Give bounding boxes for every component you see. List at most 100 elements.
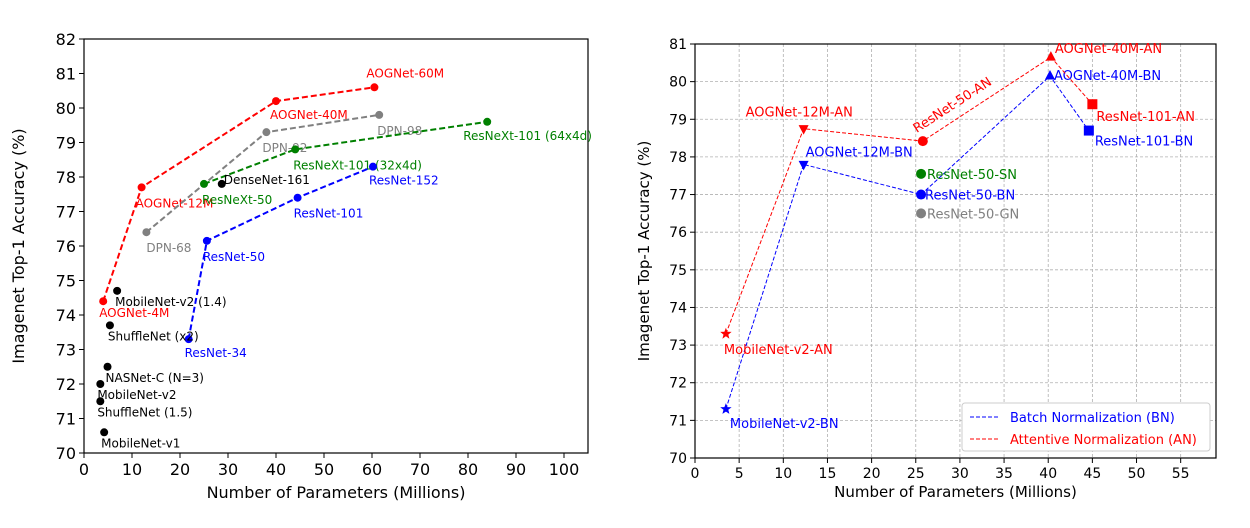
y-tick-label: 75 bbox=[56, 272, 76, 291]
y-axis: 70 71 72 73 74 75 76 77 78 79 80 81 82 bbox=[56, 30, 84, 463]
x-tick-label: 40 bbox=[1039, 466, 1057, 482]
y-tick-label: 77 bbox=[669, 188, 687, 204]
legend-entry: Batch Normalization (BN) bbox=[1010, 411, 1175, 426]
x-tick-label: 5 bbox=[735, 466, 744, 482]
x-tick-label: 0 bbox=[691, 466, 700, 482]
data-label: ShuffleNet (1.5) bbox=[97, 405, 192, 419]
series-line bbox=[203, 120, 488, 185]
x-axis: 0 5 10 15 20 25 30 35 40 45 50 55 bbox=[691, 458, 1190, 482]
data-label: ResNet-50-BN bbox=[925, 189, 1015, 204]
chart-right: 0 5 10 15 20 25 30 35 40 45 50 55 70 71 72 73 74 75 76 77 78… bbox=[635, 37, 1217, 501]
y-tick-label: 76 bbox=[669, 225, 687, 241]
data-label: ResNeXt-101 (32x4d) bbox=[293, 158, 422, 172]
series-aognet: AOGNet-4M AOGNet-12M AOGNet-40M AOGNet-60M bbox=[99, 66, 444, 320]
x-tick-label: 10 bbox=[122, 460, 142, 479]
data-point bbox=[1044, 69, 1055, 80]
x-tick-label: 35 bbox=[995, 466, 1013, 482]
data-point bbox=[99, 297, 108, 306]
series-resnext: ResNeXt-50 ResNeXt-101 (32x4d) ResNeXt-101… bbox=[200, 117, 592, 207]
y-tick-label: 76 bbox=[56, 237, 76, 256]
data-point bbox=[103, 362, 112, 371]
x-tick-label: 45 bbox=[1083, 466, 1101, 482]
data-point bbox=[1087, 99, 1098, 110]
x-tick-label: 20 bbox=[863, 466, 881, 482]
data-point bbox=[96, 397, 105, 406]
legend: Batch Normalization (BN) Attentive Normal… bbox=[961, 402, 1211, 452]
x-tick-label: 30 bbox=[218, 460, 238, 479]
y-tick-label: 79 bbox=[56, 134, 76, 153]
data-label: ShuffleNet (x2) bbox=[108, 329, 199, 343]
data-point bbox=[293, 193, 302, 202]
x-tick-label: 25 bbox=[907, 466, 925, 482]
y-axis: 70 71 72 73 74 75 76 77 78 79 80 81 bbox=[669, 37, 695, 467]
data-point bbox=[200, 179, 208, 188]
y-axis-label: Imagenet Top-1 Accuracy (%) bbox=[9, 128, 28, 363]
series-batch-normalization-bn: MobileNet-v2-BN AOGNet-12M-BN ResNet-50-BN… bbox=[720, 69, 1193, 432]
grid bbox=[694, 43, 1216, 459]
legend-box bbox=[961, 402, 1211, 452]
x-tick-label: 90 bbox=[506, 460, 526, 479]
data-label: MobileNet-v1 bbox=[101, 436, 180, 450]
data-point bbox=[184, 335, 193, 344]
data-label: ResNeXt-101 (64x4d) bbox=[463, 129, 592, 143]
data-label: MobileNet-v2-AN bbox=[724, 343, 833, 358]
data-point bbox=[375, 110, 384, 119]
series-line bbox=[102, 86, 375, 302]
data-point bbox=[368, 162, 377, 171]
data-label: ResNet-50-AN bbox=[911, 75, 995, 137]
y-tick-label: 77 bbox=[56, 203, 76, 222]
y-tick-label: 78 bbox=[669, 150, 687, 166]
standalone-points: DenseNet-161 MobileNet-v2 (1.4) ShuffleNet… bbox=[96, 173, 310, 450]
data-point bbox=[798, 125, 809, 135]
data-label: ResNet-50-SN bbox=[927, 168, 1017, 183]
data-label: AOGNet-4M bbox=[99, 306, 169, 320]
x-tick-label: 80 bbox=[458, 460, 478, 479]
data-label: AOGNet-12M bbox=[136, 196, 214, 210]
x-axis-label: Number of Parameters (Millions) bbox=[834, 483, 1077, 501]
y-tick-label: 74 bbox=[669, 300, 687, 316]
data-point bbox=[483, 117, 492, 126]
data-label: AOGNet-40M-AN bbox=[1055, 42, 1162, 57]
data-label: DenseNet-161 bbox=[224, 173, 310, 187]
y-tick-label: 70 bbox=[56, 444, 76, 463]
series-line bbox=[725, 75, 1090, 410]
data-label: MobileNet-v2 (1.4) bbox=[115, 295, 226, 309]
data-point bbox=[1083, 125, 1094, 136]
data-point bbox=[291, 145, 300, 154]
y-tick-label: 72 bbox=[669, 376, 687, 392]
series-resnet: ResNet-34 ResNet-50 ResNet-101 ResNet-152 bbox=[184, 162, 439, 360]
data-label: DPN-68 bbox=[146, 241, 191, 255]
legend-entry: Attentive Normalization (AN) bbox=[1010, 433, 1197, 448]
data-point bbox=[720, 403, 732, 414]
y-tick-label: 78 bbox=[56, 168, 76, 187]
y-tick-label: 73 bbox=[669, 338, 687, 354]
data-point bbox=[916, 208, 927, 219]
data-point bbox=[798, 160, 809, 171]
y-tick-label: 74 bbox=[56, 306, 76, 325]
data-point bbox=[202, 236, 211, 245]
data-label: DPN-98 bbox=[377, 124, 422, 138]
data-label: AOGNet-60M bbox=[366, 66, 444, 80]
standalone-points: ResNet-50-SN ResNet-50-GN bbox=[916, 168, 1019, 222]
series-line bbox=[725, 56, 1093, 334]
data-label: ResNet-101-BN bbox=[1095, 135, 1193, 150]
y-tick-label: 81 bbox=[669, 37, 687, 53]
data-point bbox=[720, 327, 732, 339]
data-point bbox=[100, 428, 109, 437]
chart-left: 0 10 20 30 40 50 60 70 80 90 100 70 71 72 73 74 75 76 77 78… bbox=[9, 30, 592, 502]
y-tick-label: 71 bbox=[669, 413, 687, 429]
data-point bbox=[105, 321, 114, 330]
y-tick-label: 75 bbox=[669, 263, 687, 279]
x-tick-label: 50 bbox=[314, 460, 334, 479]
data-label: AOGNet-12M-AN bbox=[746, 106, 853, 121]
data-point bbox=[1045, 51, 1056, 61]
plot-frame bbox=[694, 43, 1217, 459]
data-point bbox=[916, 189, 927, 200]
data-label: MobileNet-v2 bbox=[97, 388, 176, 402]
x-tick-label: 15 bbox=[819, 466, 837, 482]
x-tick-label: 20 bbox=[170, 460, 190, 479]
data-point bbox=[137, 183, 146, 192]
x-tick-label: 10 bbox=[774, 466, 792, 482]
data-label: AOGNet-40M-BN bbox=[1054, 69, 1161, 84]
data-label: ResNeXt-50 bbox=[202, 193, 272, 207]
